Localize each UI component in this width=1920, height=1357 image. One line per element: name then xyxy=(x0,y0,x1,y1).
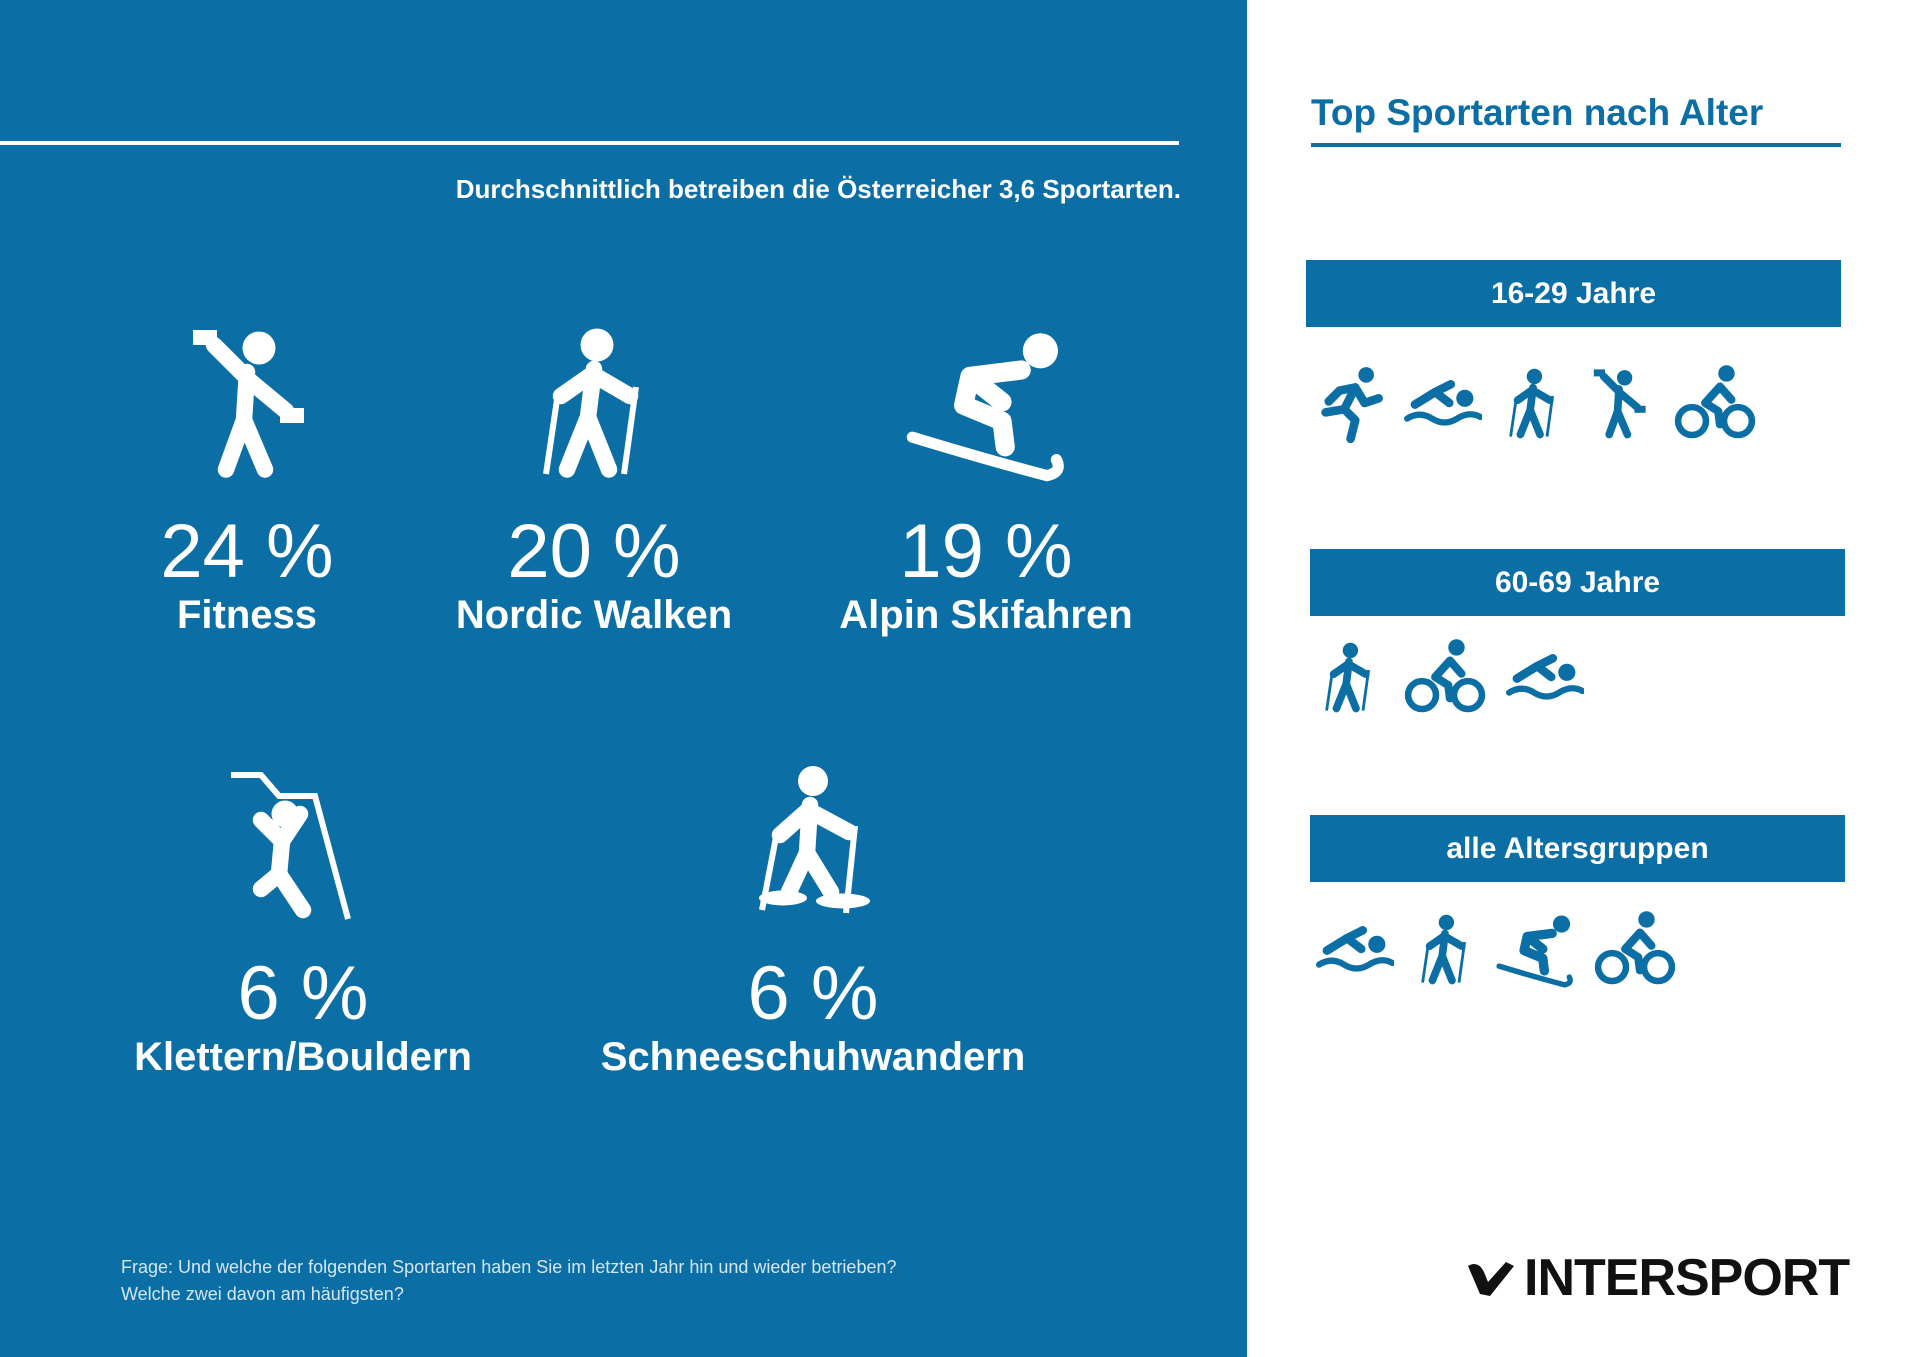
stat-value: 24 % xyxy=(160,509,334,594)
stat-value: 6 % xyxy=(237,951,369,1036)
icon-snowshoe xyxy=(738,758,888,924)
logo-text: INTERSPORT xyxy=(1524,1249,1850,1307)
age-group-bar: 16-29 Jahre xyxy=(1306,260,1841,327)
icon-climber xyxy=(228,764,378,924)
age-group-bar: 60-69 Jahre xyxy=(1310,549,1845,616)
footnote-line: Frage: Und welche der folgenden Sportart… xyxy=(121,1257,897,1277)
icon-walker xyxy=(1498,362,1568,444)
icon-swimmer xyxy=(1404,362,1482,444)
divider xyxy=(0,141,1179,145)
stat-value: 19 % xyxy=(899,509,1073,594)
icon-walker xyxy=(1314,636,1384,718)
subtitle: Durchschnittlich betreiben die Österreic… xyxy=(455,174,1181,204)
icon-swimmer xyxy=(1506,636,1584,718)
stat: 24 % Fitness xyxy=(0,322,507,638)
icon-fitness xyxy=(1584,362,1654,444)
stat-label: Alpin Skifahren xyxy=(839,593,1133,637)
stat-label: Klettern/Bouldern xyxy=(134,1035,472,1079)
icon-cyclist xyxy=(1670,362,1760,444)
stat: 6 % Klettern/Bouldern xyxy=(43,764,563,1080)
blue-panel xyxy=(0,0,1247,1357)
icon-row xyxy=(1310,362,1760,444)
icon-runner xyxy=(1310,362,1388,444)
sidebar-underline xyxy=(1311,143,1841,147)
icon-walker xyxy=(519,322,669,482)
sidebar-title: Top Sportarten nach Alter xyxy=(1311,92,1764,133)
stat-label: Schneeschuhwandern xyxy=(600,1035,1026,1079)
footnote-line: Welche zwei davon am häufigsten? xyxy=(121,1284,404,1304)
icon-swimmer xyxy=(1316,908,1394,990)
stat-label: Fitness xyxy=(176,593,318,637)
icon-walker xyxy=(1410,908,1480,990)
stat: 20 % Nordic Walken xyxy=(334,322,854,638)
icon-skier xyxy=(1496,908,1574,990)
icon-cyclist xyxy=(1590,908,1680,990)
stat: 6 % Schneeschuhwandern xyxy=(553,758,1073,1080)
stat-label: Nordic Walken xyxy=(455,593,733,637)
age-group-bar: alle Altersgruppen xyxy=(1310,815,1845,882)
stat-value: 6 % xyxy=(747,951,879,1036)
logo: INTERSPORT xyxy=(1466,1248,1850,1308)
icon-row xyxy=(1314,636,1584,718)
icon-skier xyxy=(906,322,1066,482)
icon-cyclist xyxy=(1400,636,1490,718)
icon-fitness xyxy=(172,322,322,482)
stat: 19 % Alpin Skifahren xyxy=(726,322,1246,638)
logo-mark xyxy=(1468,1262,1514,1296)
stat-value: 20 % xyxy=(507,509,681,594)
icon-row xyxy=(1316,908,1680,990)
footnote: Frage: Und welche der folgenden Sportart… xyxy=(121,1254,897,1308)
